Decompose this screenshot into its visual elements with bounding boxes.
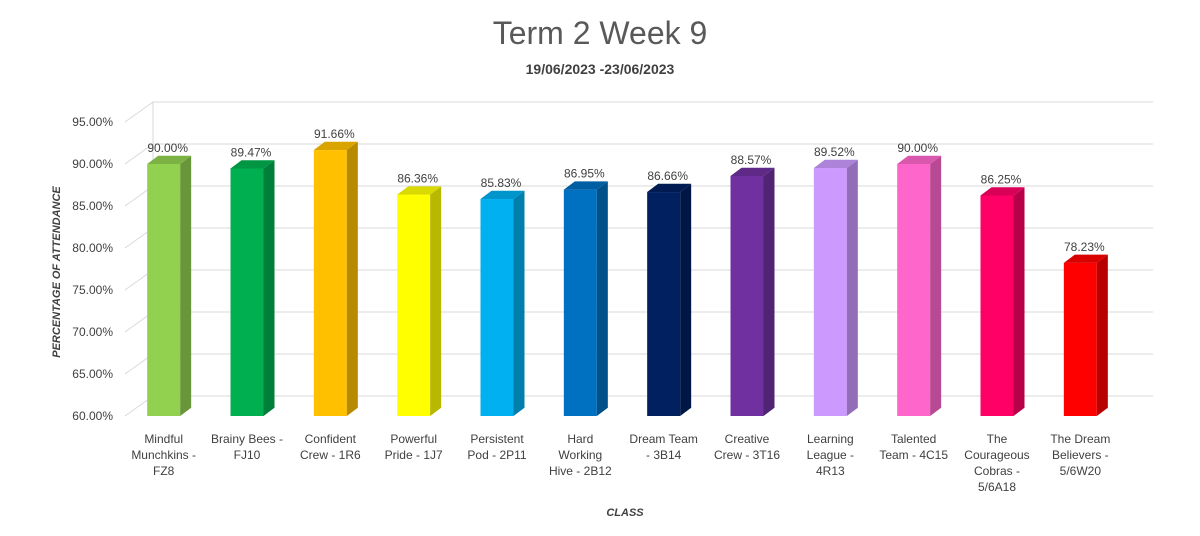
bar-top [480, 190, 525, 200]
data-label: 86.36% [397, 172, 438, 186]
y-tick-label: 70.00% [72, 325, 113, 339]
y-tick-label: 80.00% [72, 241, 113, 255]
bar-side [846, 159, 858, 417]
x-tick-label: Creative Crew - 3T16 [714, 432, 780, 462]
bar-side [680, 183, 692, 416]
data-label: 86.95% [564, 167, 605, 181]
x-tick-label: Dream Team - 3B14 [629, 432, 697, 462]
x-tick-label: Confident Crew - 1R6 [300, 432, 361, 462]
bar-front [230, 168, 264, 416]
data-label: 91.66% [314, 127, 355, 141]
gridline [124, 101, 1153, 123]
bar-top [647, 183, 692, 193]
bar-front [813, 168, 847, 416]
x-tick-label: The Courageous Cobras -5/6A18 [964, 432, 1029, 494]
y-axis-title: PERCENTAGE OF ATTENDANCE [51, 186, 63, 358]
bar-side [596, 181, 608, 416]
bar-side [180, 155, 192, 416]
bar-side [1096, 254, 1108, 416]
bar-top [313, 141, 358, 151]
bar-front [397, 194, 431, 416]
data-label: 86.66% [647, 169, 688, 183]
bar [647, 183, 692, 416]
bar-top [147, 155, 192, 164]
data-label: 88.57% [731, 153, 772, 167]
gridline [124, 143, 1153, 165]
bar-front [147, 164, 181, 416]
bar-top [813, 159, 858, 169]
data-label: 89.47% [231, 145, 272, 159]
bar-side [430, 186, 442, 416]
bar [897, 155, 942, 416]
bar-front [980, 195, 1014, 416]
data-label: 90.00% [897, 141, 938, 155]
bar [313, 141, 358, 416]
x-axis-title: CLASS [606, 507, 644, 519]
bar [730, 167, 775, 416]
bar-side [346, 141, 358, 416]
bar-side [763, 167, 775, 416]
bar [397, 186, 442, 416]
y-axis-ticks: 60.00% 65.00% 70.00% 75.00% 80.00% 85.00% 90.0… [72, 115, 113, 423]
bar-top [730, 167, 775, 177]
bar-front [1063, 262, 1097, 416]
chart-subtitle: 19/06/2023 -23/06/2023 [526, 61, 675, 77]
bars [147, 141, 1108, 417]
bar-front [730, 176, 764, 416]
y-tick-label: 85.00% [72, 199, 113, 213]
bar-side [263, 160, 275, 416]
bar-top [230, 160, 275, 169]
bar-side [930, 155, 942, 416]
bar-top [897, 155, 942, 164]
x-tick-label: The Dream Believers -5/6W20 [1050, 432, 1110, 478]
x-tick-label: Learning League -4R13 [807, 432, 854, 478]
y-tick-label: 90.00% [72, 157, 113, 171]
data-label: 86.25% [981, 173, 1022, 187]
y-tick-label: 95.00% [72, 115, 113, 129]
data-label: 78.23% [1064, 240, 1105, 254]
bar [980, 187, 1025, 416]
bar [1063, 254, 1108, 416]
bar [563, 181, 608, 416]
bar [813, 159, 858, 417]
bar-top [980, 187, 1025, 196]
y-tick-label: 75.00% [72, 283, 113, 297]
x-axis-ticks: Mindful Munchkins -FZ8 Brainy Bees -FJ10 Co… [131, 432, 1110, 494]
bar-front [897, 164, 931, 416]
x-tick-label: Persistent Pod - 2P11 [467, 432, 526, 462]
bar [480, 190, 525, 416]
bar-front [480, 199, 514, 416]
x-tick-label: Talented Team - 4C15 [879, 432, 948, 462]
y-tick-label: 60.00% [72, 409, 113, 423]
data-labels: 90.00% 89.47% 91.66% 86.36% 85.83% 86.95% 86.6… [147, 127, 1105, 254]
x-tick-label: Hard Working Hive - 2B12 [549, 432, 612, 478]
bar-top [563, 181, 608, 190]
bar [147, 155, 192, 416]
bar [230, 160, 275, 416]
bar-front [647, 192, 681, 416]
data-label: 90.00% [147, 141, 188, 155]
data-label: 89.52% [814, 145, 855, 159]
x-tick-label: Powerful Pride - 1J7 [385, 432, 443, 462]
bar-front [563, 189, 597, 416]
y-tick-label: 65.00% [72, 367, 113, 381]
bar-front [313, 150, 347, 416]
data-label: 85.83% [481, 176, 522, 190]
x-tick-label: Brainy Bees -FJ10 [211, 432, 283, 462]
chart-title: Term 2 Week 9 [493, 15, 708, 51]
bar-side [513, 190, 525, 416]
bar-top [397, 186, 442, 195]
x-tick-label: Mindful Munchkins -FZ8 [131, 432, 196, 478]
bar-side [1013, 187, 1025, 416]
bar-top [1063, 254, 1108, 263]
